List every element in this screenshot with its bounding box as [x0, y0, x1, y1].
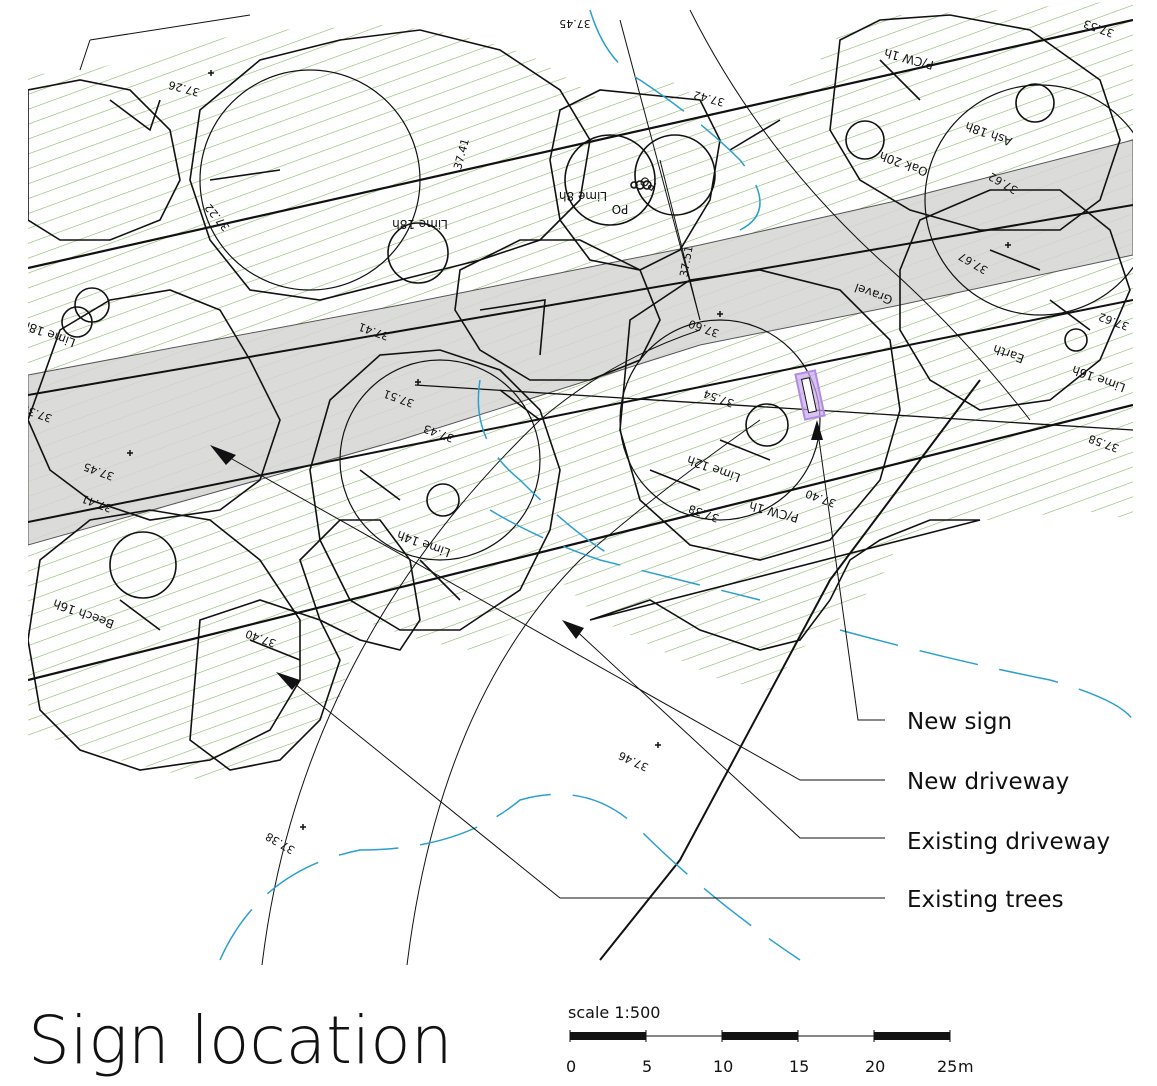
scale-tick-label: 15 [789, 1057, 809, 1076]
level-markers [127, 70, 1011, 830]
legend-new-sign: New sign [907, 709, 1012, 735]
level-label: 37.46 [616, 749, 650, 774]
scale-tick-label: 0 [566, 1057, 576, 1076]
scale-tick-label: 5 [642, 1057, 652, 1076]
new-driveway-arcs [261, 329, 761, 966]
level-label: 37.45 [559, 17, 591, 30]
legend-new-driveway: New driveway [907, 769, 1069, 795]
leader-arrowheads [210, 420, 823, 690]
level-label: 37.51 [677, 245, 695, 278]
existing-driveway-band [28, 139, 1133, 546]
legend: New sign New driveway Existing driveway … [907, 709, 1110, 913]
scale-unit: m [958, 1057, 974, 1076]
canopy-hatch-area [28, 0, 1133, 780]
tree-trunks [61, 83, 1088, 599]
page-title: Sign location [28, 1002, 453, 1079]
contour-lines [219, 9, 1133, 961]
canopy-circles [199, 69, 1133, 561]
tree-label: Lime 8h [559, 189, 607, 203]
scale-tick-label: 25 [937, 1057, 957, 1076]
legend-existing-trees: Existing trees [907, 887, 1064, 913]
surface-label: PO [612, 202, 629, 216]
tree-label: Lime 18h [392, 217, 448, 231]
level-label: 37.38 [263, 830, 297, 857]
scale-tick-label: 20 [865, 1057, 885, 1076]
road-lines [28, 9, 1133, 961]
scale-tick-label: 10 [713, 1057, 733, 1076]
leader-lines [224, 424, 885, 899]
scale-caption: scale 1:500 [568, 1003, 660, 1022]
scale-bar: scale 1:500 0 5 10 15 20 25 m [566, 1003, 974, 1076]
legend-existing-driveway: Existing driveway [907, 829, 1110, 855]
